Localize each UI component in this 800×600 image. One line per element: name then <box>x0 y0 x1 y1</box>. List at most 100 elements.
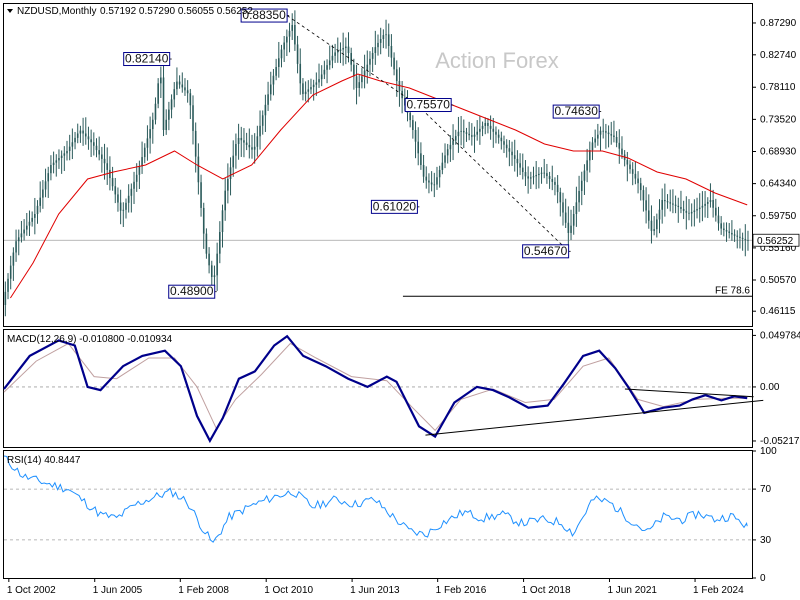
price-candle-body <box>278 58 280 67</box>
price-candle-body <box>564 212 567 223</box>
price-candle-body <box>154 103 157 120</box>
annotation-box <box>370 199 418 214</box>
price-candle-body <box>28 221 31 226</box>
price-candle-body <box>184 87 186 91</box>
price-candle-body <box>302 83 304 95</box>
price-candle-body <box>66 151 68 154</box>
price-candle-body <box>227 179 229 191</box>
macd-plot-layer: 0.049784 0.00 -0.052179 <box>3 330 800 447</box>
watermark: Action Forex <box>435 48 559 73</box>
x-axis-tick-label: 1 Feb 2024 <box>693 585 744 596</box>
price-candle-body <box>79 130 82 134</box>
price-candle-body <box>387 34 390 46</box>
price-candle-body <box>634 173 637 179</box>
rsi-y-tick-label: 70 <box>760 484 772 495</box>
price-candle-body <box>377 42 379 48</box>
rsi-y-tick-label: 30 <box>760 535 772 546</box>
price-candle-body <box>556 184 559 193</box>
price-candle-body <box>9 265 12 279</box>
price-candle-body <box>138 166 141 175</box>
price-candle-body <box>489 125 492 129</box>
price-candle-body <box>656 219 658 230</box>
price-candle-body <box>420 153 422 165</box>
price-candle-body <box>712 200 714 208</box>
macd-y-tick-label: 0.049784 <box>760 330 800 341</box>
price-candle-body <box>44 181 47 190</box>
annotation-label: 0.61020 <box>373 199 417 213</box>
price-candle-body <box>192 105 194 131</box>
price-candle-body <box>733 234 736 236</box>
price-candle-body <box>436 177 438 185</box>
annotation-label: 0.54670 <box>524 244 568 258</box>
price-candle-body <box>248 144 251 148</box>
price-candle-body <box>444 155 446 163</box>
price-candle-body <box>267 94 269 105</box>
price-candle-body <box>232 155 235 168</box>
price-candle-body <box>605 131 607 133</box>
price-candle-body <box>328 60 331 66</box>
price-candle-body <box>672 203 674 205</box>
collapse-triangle-icon[interactable] <box>7 9 13 13</box>
annotation-label: 0.75570 <box>406 98 450 112</box>
price-candle-body <box>645 200 647 211</box>
x-axis-tick-label: 1 Oct 2018 <box>522 585 571 596</box>
price-candle-body <box>414 130 417 142</box>
price-candle-body <box>618 142 621 149</box>
price-candle-body <box>245 142 248 145</box>
price-candle-body <box>698 207 701 210</box>
price-candle-body <box>460 130 462 132</box>
price-candle-body <box>516 158 519 164</box>
price-candle-body <box>744 238 747 241</box>
price-candle-body <box>621 148 623 155</box>
price-candle-body <box>465 132 468 134</box>
price-candle-body <box>269 84 272 95</box>
price-candle-body <box>82 130 84 134</box>
annotation-box <box>168 284 216 299</box>
price-candle-body <box>111 178 114 187</box>
price-candle-body <box>715 207 717 216</box>
price-candle-body <box>717 215 720 224</box>
macd-trendline <box>624 388 754 398</box>
price-candle-body <box>363 70 366 77</box>
price-candle-body <box>607 132 610 135</box>
price-candle-body <box>50 165 52 174</box>
price-candle-body <box>143 147 146 158</box>
price-candle-body <box>210 265 213 277</box>
price-candle-body <box>551 179 554 182</box>
price-candle-body <box>741 237 744 239</box>
price-candle-body <box>109 169 111 179</box>
rsi-panel-frame <box>3 450 753 579</box>
symbol-title: NZDUSD,Monthly <box>17 6 96 17</box>
price-candle-body <box>613 135 615 137</box>
price-candle-body <box>374 47 377 53</box>
price-candle-body <box>366 64 369 71</box>
ohlc-values: 0.57192 0.57290 0.56055 0.56252 <box>100 6 253 17</box>
price-candle-body <box>395 69 398 81</box>
price-candle-body <box>119 202 122 211</box>
price-y-tick-label: 0.46115 <box>760 306 796 317</box>
price-candle-body <box>237 137 240 144</box>
macd-trendline <box>425 399 764 436</box>
price-candle-body <box>345 46 347 49</box>
price-candle-body <box>315 82 318 85</box>
price-plot-layer: 0.87290 0.82740 0.78110 0.73520 0.68930 0.643… <box>4 8 800 317</box>
price-candle-body <box>599 130 602 135</box>
price-candle-body <box>452 140 454 145</box>
price-candle-body <box>162 77 165 130</box>
price-candle-body <box>500 137 503 142</box>
price-candle-body <box>720 223 722 229</box>
rsi-plot-layer: 100 70 30 0 <box>3 446 777 584</box>
price-candle-body <box>312 84 315 88</box>
price-candle-body <box>747 240 749 241</box>
price-candle-body <box>256 136 259 147</box>
price-candle-body <box>701 205 704 208</box>
price-candle-body <box>639 183 642 191</box>
price-candle-body <box>521 167 524 172</box>
moving-average-line <box>9 73 748 299</box>
price-y-tick-label: 0.82740 <box>760 50 797 61</box>
price-candle-body <box>189 93 192 106</box>
price-candle-body <box>393 57 395 70</box>
price-candle-body <box>457 131 460 137</box>
macd-panel-frame <box>3 329 753 448</box>
annotation-label: 0.88350 <box>242 8 286 22</box>
